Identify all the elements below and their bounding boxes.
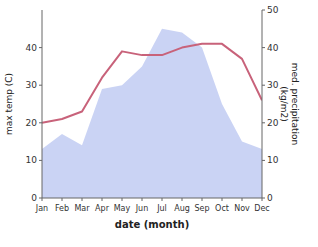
tick <box>262 122 265 123</box>
tick-label: 10 <box>26 155 38 165</box>
tick-label: 50 <box>267 5 279 15</box>
tick <box>82 198 83 201</box>
tick-label: Dec <box>254 204 269 213</box>
tick <box>122 198 123 201</box>
tick <box>202 198 203 201</box>
tick-label: Oct <box>215 204 229 213</box>
tick-label: Sep <box>194 204 209 213</box>
tick <box>242 198 243 201</box>
tick <box>182 198 183 201</box>
tick <box>39 122 42 123</box>
y-axis-label: max temp (C) <box>4 73 14 135</box>
tick-label: Apr <box>95 204 110 213</box>
tick-label: Feb <box>55 204 69 213</box>
tick-label: 40 <box>267 43 279 53</box>
tick-label: 30 <box>26 80 38 90</box>
tick <box>222 198 223 201</box>
x-axis <box>42 198 262 199</box>
tick-label: Jan <box>35 204 48 213</box>
area <box>42 29 262 198</box>
tick <box>42 198 43 201</box>
tick-label: 40 <box>26 43 38 53</box>
tick <box>62 198 63 201</box>
tick-label: 30 <box>267 80 279 90</box>
tick <box>39 47 42 48</box>
tick-label: Jun <box>135 204 149 213</box>
tick <box>262 85 265 86</box>
tick <box>262 10 265 11</box>
y2-axis-label: med. precipitation(kg/m2) <box>279 63 300 145</box>
tick-label: Jul <box>156 204 167 213</box>
tick <box>262 160 265 161</box>
tick <box>39 85 42 86</box>
x-axis-label: date (month) <box>115 219 189 230</box>
tick-label: Mar <box>74 204 90 213</box>
tick <box>262 47 265 48</box>
tick-label: Nov <box>234 204 250 213</box>
tick <box>142 198 143 201</box>
tick-label: 10 <box>267 155 279 165</box>
tick <box>162 198 163 201</box>
tick <box>262 198 263 201</box>
y2-axis <box>262 10 263 198</box>
tick <box>102 198 103 201</box>
tick-label: May <box>114 204 131 213</box>
tick-label: 0 <box>31 193 37 203</box>
chart: 0 10 20 30 40 0 10 20 30 40 50 Jan Feb Mar Apr May Jun Ju… <box>0 0 318 247</box>
y-axis <box>42 10 43 198</box>
tick-label: Aug <box>174 204 190 213</box>
tick-label: 20 <box>26 118 38 128</box>
tick-label: 0 <box>267 193 273 203</box>
plot-area <box>42 29 262 198</box>
line <box>42 44 262 123</box>
tick <box>39 160 42 161</box>
tick-label: 20 <box>267 118 279 128</box>
